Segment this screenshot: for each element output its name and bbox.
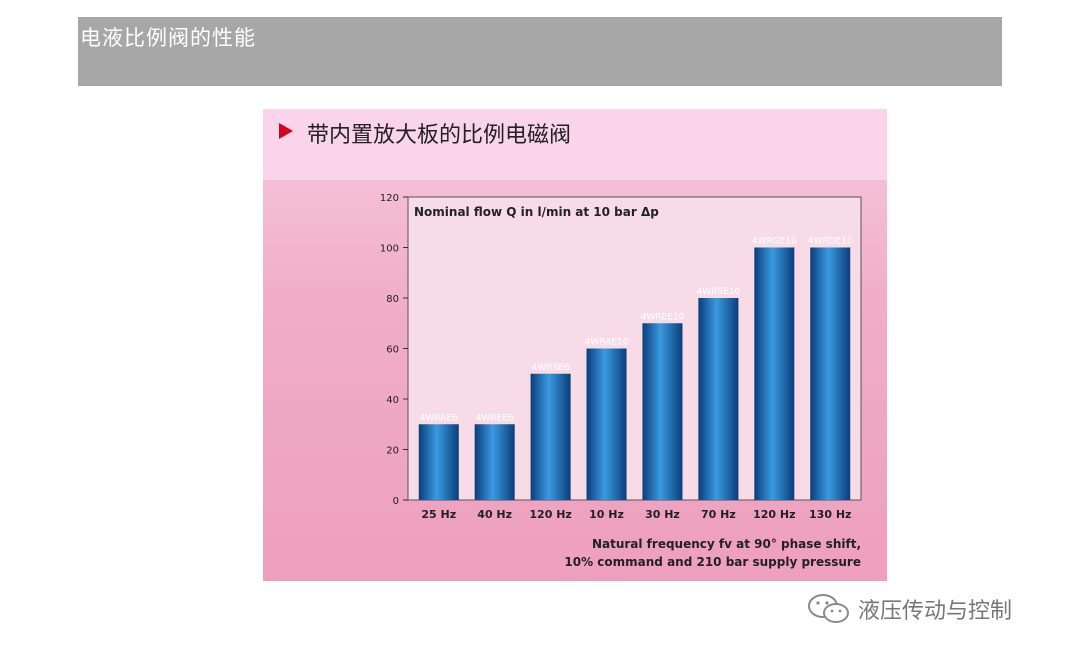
panel-header: 带内置放大板的比例电磁阀 bbox=[263, 109, 887, 180]
x-tick-label: 25 Hz bbox=[421, 508, 456, 521]
watermark-text: 液压传动与控制 bbox=[858, 599, 1013, 624]
bar bbox=[810, 247, 851, 500]
page-title: 电液比例阀的性能 bbox=[80, 26, 256, 50]
bar bbox=[530, 373, 571, 500]
y-tick-label: 60 bbox=[386, 345, 399, 356]
y-tick-label: 40 bbox=[386, 395, 399, 406]
bar bbox=[754, 247, 795, 500]
y-tick-label: 100 bbox=[380, 244, 399, 255]
bar bbox=[698, 298, 739, 500]
wechat-icon bbox=[808, 594, 849, 623]
x-tick-label: 30 Hz bbox=[645, 508, 680, 521]
y-tick-label: 20 bbox=[386, 446, 399, 457]
bullet-arrow-icon bbox=[279, 123, 293, 139]
x-tick-label: 70 Hz bbox=[701, 508, 736, 521]
bar-label: 4WRSE10 bbox=[697, 287, 741, 297]
x-axis-caption: 10% command and 210 bar supply pressure bbox=[564, 555, 861, 569]
watermark: 液压传动与控制 bbox=[806, 592, 1012, 626]
bar-label: 4WREE6 bbox=[476, 413, 514, 423]
bar-label: 4WRDE10 bbox=[808, 237, 853, 247]
y-tick-label: 0 bbox=[393, 496, 399, 507]
y-tick-label: 120 bbox=[380, 193, 399, 204]
bar-label: 4WRAE6 bbox=[420, 413, 458, 423]
bar bbox=[418, 424, 459, 500]
x-tick-label: 120 Hz bbox=[529, 508, 571, 521]
bar-label: 4WRSE6 bbox=[532, 363, 570, 373]
x-tick-label: 120 Hz bbox=[753, 508, 795, 521]
bar-label: 4WREE10 bbox=[641, 312, 685, 322]
panel-title: 带内置放大板的比例电磁阀 bbox=[307, 123, 572, 148]
x-tick-label: 130 Hz bbox=[809, 508, 851, 521]
header-bar bbox=[78, 17, 1002, 86]
chart-title: Nominal flow Q in l/min at 10 bar Δp bbox=[414, 205, 659, 219]
bar-label: 4WRGE10 bbox=[752, 237, 797, 247]
bar-chart: 0 20 40 60 80 100 120 Nominal flow Q in l/min … bbox=[380, 193, 862, 569]
slide-panel: 带内置放大板的比例电磁阀 0 20 40 60 80 100 120 Nominal flo… bbox=[263, 109, 887, 581]
x-axis-caption: Natural frequency fv at 90° phase shift, bbox=[592, 537, 861, 551]
bar bbox=[642, 323, 683, 500]
y-tick-label: 80 bbox=[386, 294, 399, 305]
bar bbox=[474, 424, 515, 500]
bar bbox=[586, 348, 627, 500]
bar-label: 4WRAE10 bbox=[585, 338, 629, 348]
x-tick-label: 10 Hz bbox=[589, 508, 624, 521]
x-tick-label: 40 Hz bbox=[477, 508, 512, 521]
